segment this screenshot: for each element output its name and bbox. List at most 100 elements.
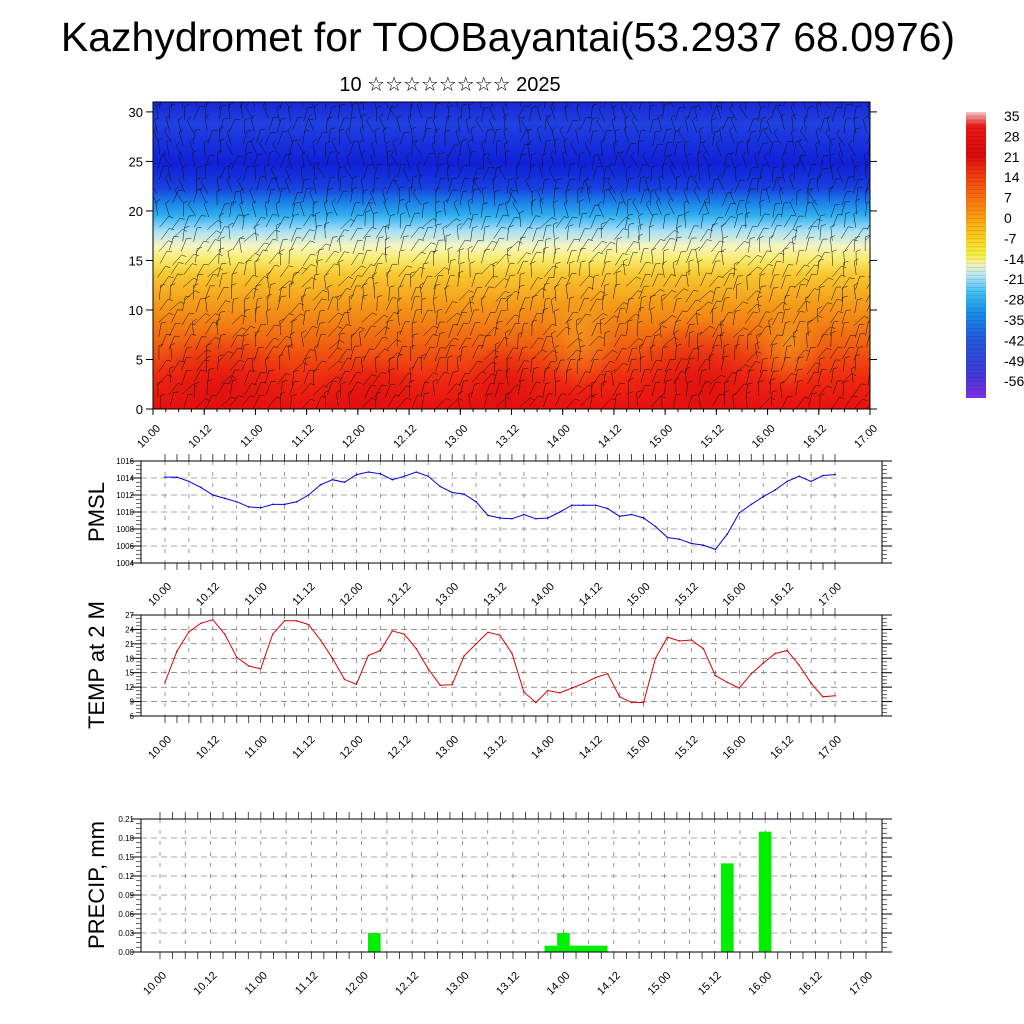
wind-barb [850,156,857,170]
wind-barb [855,188,859,203]
x-tick-label: 17.00 [816,734,844,762]
wind-barb-flag [623,228,628,231]
x-tick-label: 15.00 [647,423,675,451]
wind-barb-flag [153,126,158,131]
wind-barb [685,290,694,303]
wind-barb-flag [877,359,882,360]
wind-barb-flag [773,128,778,134]
wind-barb-flag [724,380,730,383]
wind-barb-flag [815,384,821,387]
wind-barb [616,308,621,323]
wind-barb [603,285,605,300]
wind-barb [242,152,248,167]
wind-barb-flag [602,240,608,244]
x-tick-label: 14.12 [596,423,624,451]
wind-barb [494,322,498,337]
wind-barb-flag [455,218,461,222]
wind-barb [841,310,847,324]
wind-barb [865,322,869,337]
wind-barb [577,102,579,107]
wind-barb [285,179,291,194]
wind-barb [420,382,425,397]
wind-barb-flag [789,91,792,95]
wind-barb [782,335,792,347]
wind-barb [854,299,858,314]
wind-barb-flag [292,319,297,322]
wind-barb [158,102,162,109]
wind-barb [530,358,533,373]
wind-barb [364,385,372,398]
wind-barb-flag [698,164,703,167]
wind-barb-flag [373,281,379,285]
wind-barb-flag [250,137,255,142]
wind-barb [638,384,646,398]
wind-barb-flag [280,392,286,395]
wind-barb [278,356,281,371]
wind-barb-flag [253,288,259,291]
wind-barb-flag [765,311,771,313]
wind-barb [628,338,639,349]
wind-barb [158,240,169,252]
wind-barb [783,215,792,228]
wind-barb-flag [468,391,474,395]
wind-barb-flag [527,128,533,132]
wind-barb-flag [493,275,499,278]
wind-barb-flag [228,102,234,106]
wind-barb [721,251,724,266]
wind-barb-flag [327,212,333,214]
wind-barb [686,155,690,170]
wind-barb [278,280,290,291]
wind-barb-flag [220,311,226,313]
wind-barb-flag [330,176,336,179]
wind-barb [331,141,339,155]
wind-barb-flag [168,164,173,168]
wind-barb [363,164,368,179]
wind-barb-flag [744,383,749,386]
wind-barb-flag [184,104,190,107]
wind-barb [852,129,856,144]
wind-barb-flag [416,161,421,166]
wind-barb-flag [361,113,367,117]
wind-barb-flag [742,151,747,156]
y-tick-label: 0.09 [118,891,134,900]
wind-barb-flag [605,165,611,167]
wind-barb-flag [264,276,270,279]
wind-barb [565,273,572,287]
wind-barb-flag [862,116,868,120]
wind-barb-flag [344,251,350,253]
precip-y-axis: 0.000.030.060.090.120.150.180.21 [118,815,892,957]
wind-barb [853,261,857,276]
wind-barb-flag [712,307,718,310]
wind-barb-flag [617,237,622,240]
wind-barb-flag [244,214,250,216]
x-tick-label: 11.12 [290,581,317,608]
wind-barb [336,229,345,243]
wind-barb-flag [316,225,322,227]
wind-barb-flag [542,152,547,156]
wind-barb-flag [715,381,721,383]
wind-barb [165,203,170,217]
wind-barb-flag [167,374,173,377]
wind-barb [361,397,372,408]
wind-barb-flag [630,151,635,156]
wind-barb-flag [313,201,318,204]
wind-barb [673,237,678,252]
wind-barb [361,152,365,167]
wind-barb [217,356,220,371]
wind-barb [586,188,591,203]
wind-barb-flag [456,354,462,358]
wind-barb [169,383,179,395]
wind-barb [651,263,656,278]
wind-barb [432,299,436,314]
wind-barb [302,188,307,203]
wind-barb-flag [824,252,830,254]
wind-barb [818,302,828,314]
wind-barb-flag [410,271,416,274]
wind-barb-flag [695,246,701,250]
wind-barb [324,275,327,290]
wind-barb [201,181,208,194]
wind-barb [778,190,782,204]
